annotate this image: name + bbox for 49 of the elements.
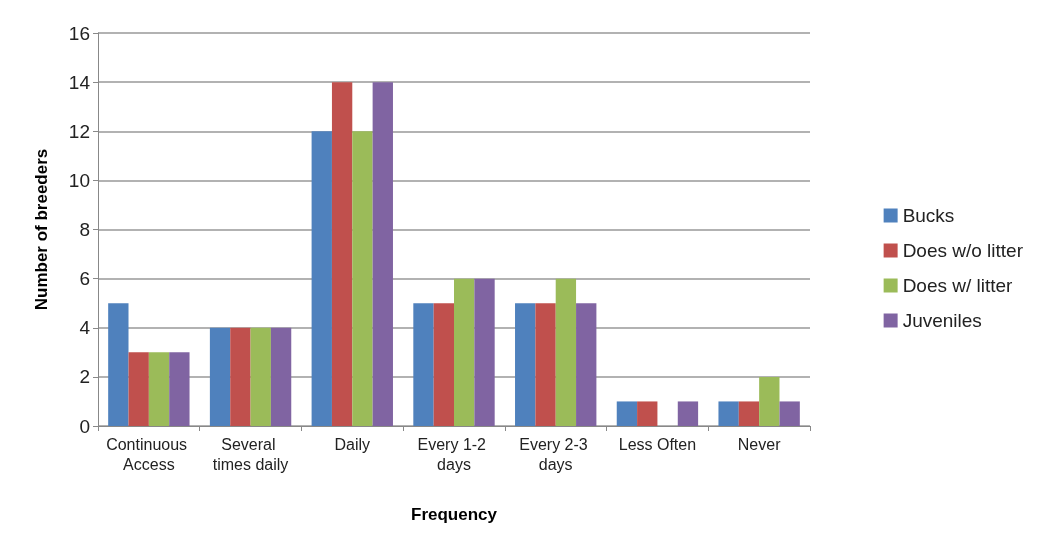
legend-label: Does w/ litter (902, 275, 1014, 296)
x-tick-label: Every 1-2 days (417, 435, 491, 473)
bar (250, 327, 271, 426)
bar (535, 303, 556, 426)
bar (738, 401, 760, 426)
y-tick-label: 14 (68, 71, 91, 93)
bar (637, 401, 658, 426)
legend-label: Does w/o litter (902, 240, 1024, 261)
bar (169, 352, 190, 426)
bar (413, 303, 434, 426)
bar (515, 303, 536, 426)
x-tick-label: Continuous Access (106, 435, 192, 473)
y-tick-label: 2 (79, 366, 90, 388)
y-tick-label: 0 (79, 415, 90, 437)
bar (474, 278, 495, 426)
y-tick-label: 16 (68, 22, 90, 44)
y-tick-label: 8 (79, 219, 90, 240)
legend-label: Bucks (902, 205, 955, 226)
bar (352, 131, 373, 426)
y-tick-label: 12 (68, 120, 90, 142)
x-tick-label: Less Often (618, 435, 697, 453)
bar (433, 303, 454, 426)
bar (148, 352, 170, 426)
bar (779, 401, 800, 426)
bar (454, 278, 475, 426)
x-tick-label: Every 2-3 days (519, 435, 593, 473)
bar (372, 82, 393, 426)
bar (270, 327, 292, 426)
y-axis-title: Number of breeders (32, 148, 51, 311)
x-tick-label: Several times daily (212, 435, 289, 473)
bar (331, 82, 353, 426)
bar (759, 376, 780, 426)
bar (209, 327, 231, 426)
bar (576, 303, 597, 426)
y-tick-label: 10 (68, 169, 90, 191)
bar (311, 131, 332, 426)
bar (128, 352, 149, 426)
bar (555, 278, 577, 426)
x-tick-label: Never (737, 435, 782, 453)
bar (230, 327, 251, 426)
bar (718, 401, 739, 426)
x-tick-label: Daily (334, 435, 371, 453)
bar (616, 401, 638, 426)
y-tick-label: 6 (79, 268, 90, 290)
legend-label: Juveniles (902, 310, 982, 331)
bar (677, 401, 699, 426)
x-axis-title: Frequency (411, 505, 498, 524)
bar (108, 303, 129, 426)
y-tick-label: 4 (79, 317, 91, 339)
